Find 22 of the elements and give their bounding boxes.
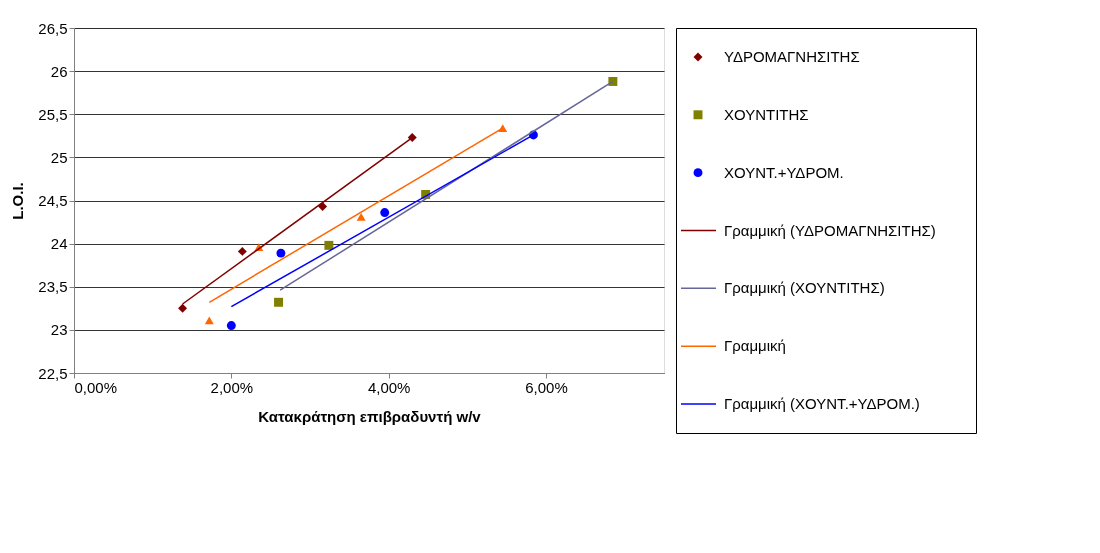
- x-tick-label: 0,00%: [74, 378, 118, 396]
- legend-label: ΥΔΡΟΜΑΓΝΗΣΙΤΗΣ: [724, 47, 860, 65]
- y-tick-label: 22,5: [38, 364, 68, 382]
- legend-label: Γραμμική: [724, 337, 786, 355]
- y-tick-label: 24: [50, 235, 68, 253]
- y-tick-label: 23: [50, 321, 68, 339]
- legend-label: ΧΟΥΝΤΙΤΗΣ: [724, 105, 809, 123]
- legend-label: Γραμμική (ΧΟΥΝΤΙΤΗΣ): [724, 279, 885, 297]
- legend-label: ΧΟΥΝΤ.+ΥΔΡΟΜ.: [724, 163, 844, 181]
- y-tick-label: 24,5: [38, 192, 68, 209]
- y-tick-label: 26,5: [38, 19, 68, 37]
- legend-label: Γραμμική (ΧΟΥΝΤ.+ΥΔΡΟΜ.): [724, 395, 920, 413]
- y-tick-label: 23,5: [38, 278, 68, 296]
- x-tick-label: 2,00%: [210, 378, 254, 396]
- y-tick-label: 25,5: [38, 105, 68, 123]
- x-tick-label: 4,00%: [367, 378, 411, 396]
- y-tick-label: 25: [50, 148, 68, 166]
- y-axis-title: L.O.I.: [9, 182, 27, 220]
- x-tick-label: 6,00%: [525, 378, 568, 396]
- legend-label: Γραμμική (ΥΔΡΟΜΑΓΝΗΣΙΤΗΣ): [724, 221, 936, 239]
- x-axis-title: Κατακράτηση επιβραδυντή w/v: [258, 407, 482, 425]
- y-tick-label: 26: [50, 62, 68, 80]
